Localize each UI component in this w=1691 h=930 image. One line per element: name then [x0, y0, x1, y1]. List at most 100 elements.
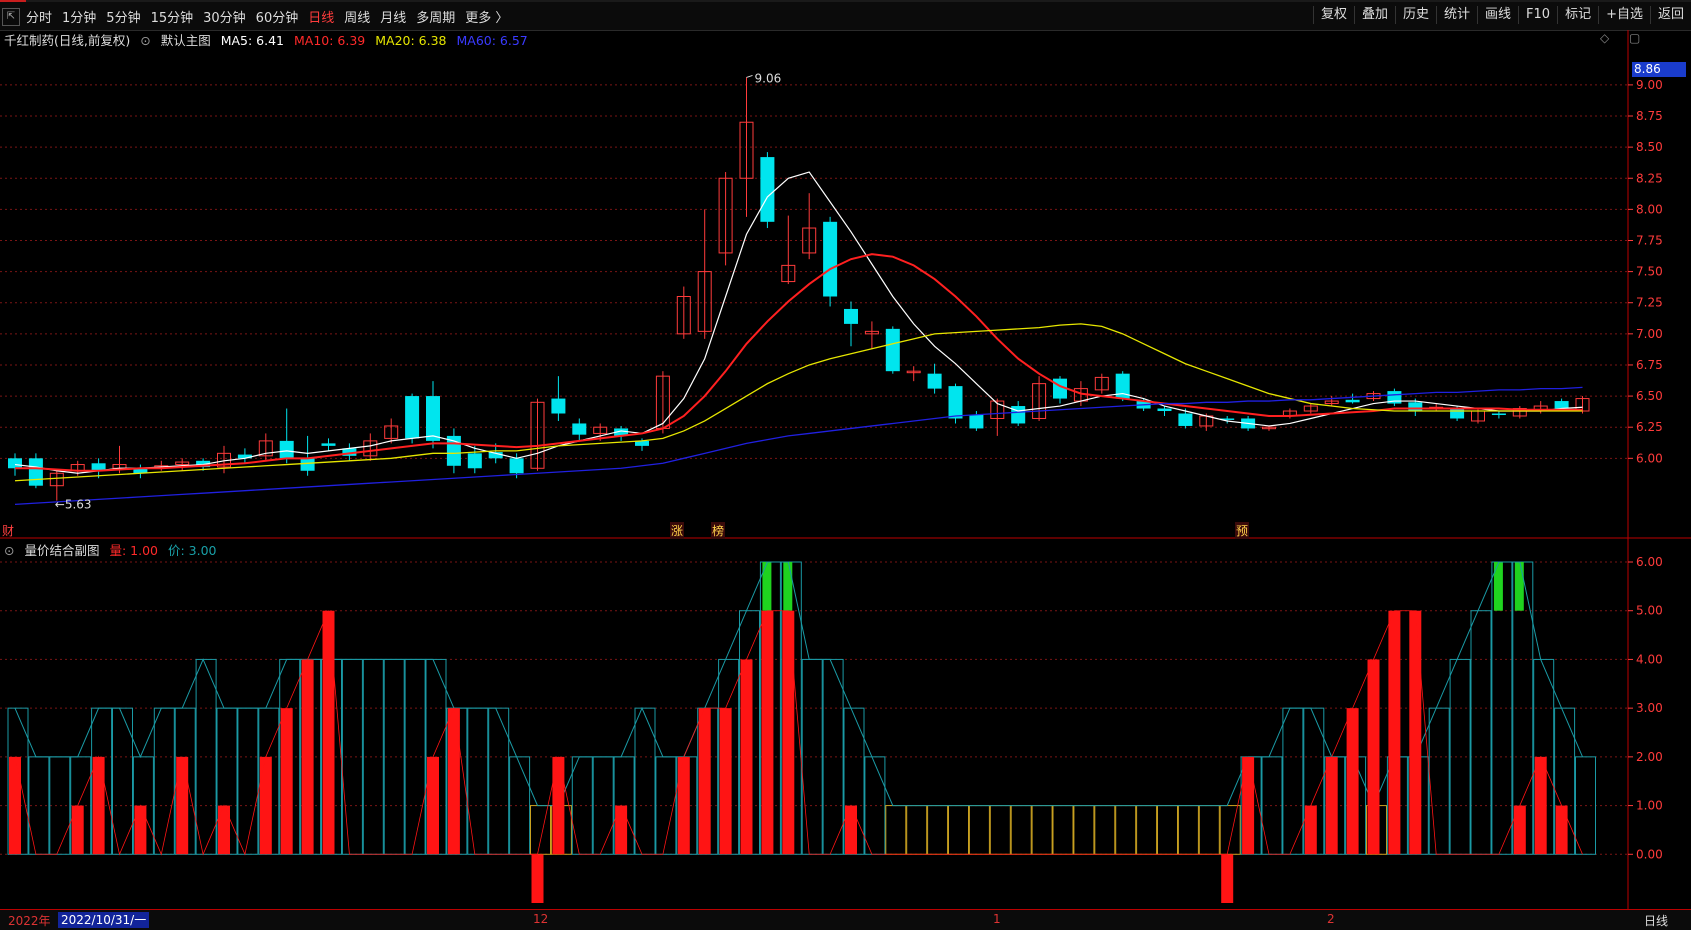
- candle-body: [28, 458, 43, 486]
- volume-bar: [218, 805, 230, 855]
- period-tab[interactable]: 周线: [344, 11, 371, 26]
- price-bar: [885, 805, 907, 855]
- price-bar: [237, 707, 259, 855]
- finance-marker[interactable]: 财: [2, 524, 15, 538]
- candle-body: [614, 428, 629, 436]
- tool-button[interactable]: 复权: [1312, 6, 1354, 24]
- sub-chart-name[interactable]: 量价结合副图: [24, 543, 100, 558]
- time-axis-bar: 2022年 2022/10/31/一 12 1 2 日线: [0, 909, 1691, 930]
- volume-bar: [1242, 756, 1255, 855]
- period-tab[interactable]: 5分钟: [106, 11, 141, 26]
- candle-body: [885, 328, 900, 372]
- y-tick-label: 8.25: [1636, 171, 1663, 185]
- price-bar: [467, 707, 489, 855]
- candle-body: [1324, 400, 1339, 405]
- price-bar: [1282, 707, 1304, 855]
- year-label: 2022年: [8, 914, 51, 928]
- candle-body: [1512, 408, 1527, 417]
- candle-body: [1032, 383, 1047, 419]
- period-tab[interactable]: 1分钟: [62, 11, 97, 26]
- volume-line: [14, 610, 1583, 856]
- chart-menu-icon[interactable]: ⊙: [140, 33, 151, 48]
- candle-body: [1303, 405, 1318, 412]
- volume-bar: [740, 659, 753, 855]
- candle-body: [1408, 402, 1423, 412]
- tool-button[interactable]: +自选: [1598, 6, 1650, 24]
- price-bar: [1031, 805, 1053, 855]
- price-bar: [425, 658, 447, 855]
- period-tab[interactable]: 15分钟: [150, 11, 194, 26]
- event-mark-zhang[interactable]: 涨: [670, 522, 685, 539]
- price-bar: [530, 805, 551, 855]
- candle-body: [1491, 413, 1506, 416]
- y-tick-label: 6.25: [1636, 420, 1663, 434]
- y-tick-label: 6.00: [1636, 451, 1663, 465]
- ma-line-ma10: [15, 253, 1583, 472]
- period-tab[interactable]: 分时: [26, 11, 53, 26]
- y-tick-label: 4.00: [1636, 652, 1663, 666]
- ma-line-ma20: [14, 323, 1583, 482]
- period-tab[interactable]: 日线: [308, 11, 335, 26]
- tool-button[interactable]: 标记: [1557, 6, 1598, 24]
- candle-body: [1262, 426, 1276, 430]
- ma10-readout: MA10: 6.39: [293, 33, 366, 48]
- volume-bar: [427, 756, 439, 855]
- period-tab[interactable]: 多周期: [416, 11, 456, 26]
- low-annotation: ←5.63: [55, 497, 92, 511]
- y-tick-label: 1.00: [1636, 799, 1663, 813]
- period-mode-label[interactable]: 日线: [1644, 914, 1669, 928]
- candle-body: [676, 296, 691, 335]
- tool-button[interactable]: 统计: [1436, 6, 1477, 24]
- candle-body: [467, 453, 482, 469]
- price-bar: [1052, 805, 1074, 855]
- period-tab[interactable]: 30分钟: [203, 11, 246, 26]
- tool-button[interactable]: F10: [1518, 6, 1557, 24]
- window-restore-button[interactable]: ⇱: [2, 8, 20, 26]
- candle-body: [384, 425, 399, 439]
- volume-bar: [447, 708, 460, 855]
- price-bar: [1136, 805, 1158, 855]
- volume-bar: [9, 756, 21, 855]
- event-mark-bang[interactable]: 榜: [711, 522, 726, 539]
- ma-line-ma5: [14, 171, 1583, 474]
- event-mark-yu[interactable]: 预: [1235, 522, 1250, 539]
- price-bar: [7, 707, 29, 855]
- month-label: 2: [1327, 912, 1335, 926]
- chart-name[interactable]: 默认主图: [160, 33, 211, 48]
- candle-body: [1157, 408, 1172, 412]
- period-tab[interactable]: 60分钟: [255, 11, 299, 26]
- stock-name[interactable]: 千红制药(日线,前复权): [4, 33, 131, 48]
- y-tick-label: 6.00: [1636, 555, 1663, 569]
- tool-button[interactable]: 叠加: [1353, 6, 1395, 24]
- month-label: 12: [533, 912, 549, 926]
- y-tick-label: 7.00: [1636, 327, 1663, 341]
- current-price-tag: 8.86: [1632, 62, 1686, 77]
- chart-corner-icons[interactable]: ◇ ▢: [1600, 31, 1649, 45]
- price-bar: [1554, 707, 1576, 855]
- vol-readout: 量: 1.00: [109, 543, 158, 558]
- sub-chart-menu-icon[interactable]: ⊙: [4, 543, 15, 558]
- main-chart-title: 千红制药(日线,前复权) ⊙ 默认主图 MA5: 6.41 MA10: 6.39…: [4, 30, 534, 49]
- tool-button[interactable]: 画线: [1477, 6, 1518, 24]
- y-tick-label: 9.00: [1636, 78, 1663, 92]
- tool-button[interactable]: 历史: [1394, 6, 1436, 24]
- period-toolbar: ⇱ 分时 1分钟 5分钟 15分钟 30分钟 60分钟 日线 周线 月线 多周期 更多 〉 复权 叠加…: [0, 0, 1691, 31]
- candle-body: [948, 386, 963, 419]
- sub-chart-title: ⊙ 量价结合副图 量: 1.00 价: 3.00: [4, 540, 223, 559]
- price-bar: [195, 658, 217, 855]
- price-bar: [1177, 805, 1199, 855]
- candle-body: [175, 461, 190, 466]
- ma60-readout: MA60: 6.57: [456, 33, 528, 48]
- candle-body: [781, 264, 796, 283]
- y-tick-label: 0.00: [1636, 847, 1663, 861]
- y-tick-label: 2.00: [1636, 750, 1663, 764]
- period-tab[interactable]: 月线: [380, 11, 407, 26]
- period-tab[interactable]: 更多 〉: [465, 11, 509, 26]
- candle-body: [739, 121, 754, 179]
- candle-body: [1094, 376, 1109, 391]
- volume-bar: [71, 805, 84, 855]
- chart-area[interactable]: 9.00 8.75 8.50 8.25 8.00 7.75 7.50 7.25 7.00 6.75…: [0, 30, 1691, 909]
- y-tick-label: 7.75: [1636, 233, 1663, 247]
- candle-body: [321, 443, 336, 446]
- tool-button[interactable]: 返回: [1649, 6, 1691, 24]
